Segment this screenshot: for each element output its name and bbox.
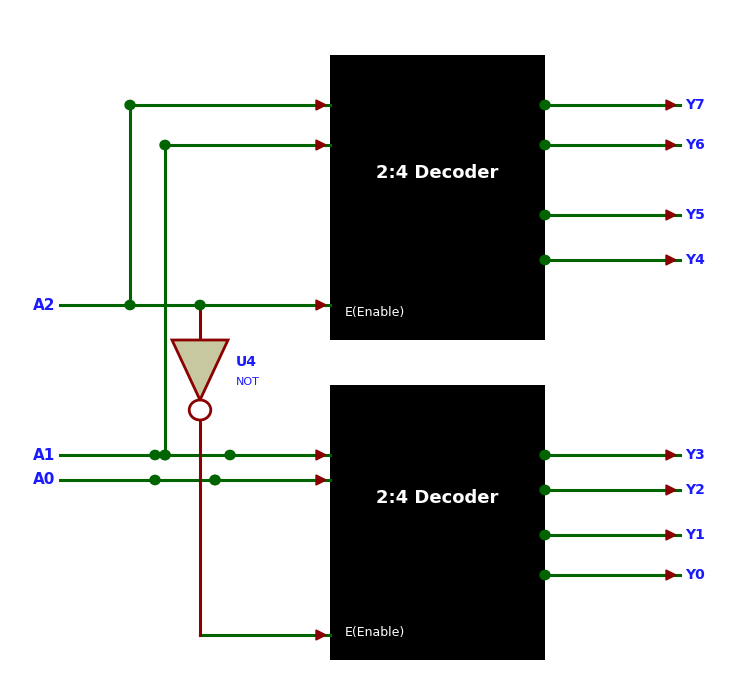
Polygon shape [666, 210, 676, 220]
Polygon shape [666, 485, 676, 495]
Circle shape [210, 475, 220, 484]
Polygon shape [316, 450, 326, 460]
Circle shape [189, 400, 211, 420]
Text: E(Enable): E(Enable) [345, 306, 405, 319]
Circle shape [125, 100, 135, 110]
Polygon shape [316, 140, 326, 150]
Circle shape [540, 570, 550, 580]
Circle shape [210, 475, 220, 484]
Polygon shape [666, 100, 676, 110]
Polygon shape [316, 630, 326, 640]
Circle shape [160, 141, 170, 150]
Circle shape [540, 210, 550, 220]
Text: Y4: Y4 [685, 253, 705, 267]
Polygon shape [666, 570, 676, 580]
Text: Y2: Y2 [685, 483, 705, 497]
Text: NOT: NOT [236, 377, 260, 387]
Circle shape [540, 255, 550, 264]
Text: A2: A2 [32, 297, 55, 313]
Circle shape [195, 301, 205, 310]
Polygon shape [666, 530, 676, 540]
Circle shape [160, 450, 170, 459]
Text: Y3: Y3 [685, 448, 705, 462]
Polygon shape [172, 340, 228, 400]
Circle shape [150, 475, 160, 484]
Text: Y6: Y6 [685, 138, 705, 152]
Text: E(Enable): E(Enable) [345, 626, 405, 639]
Polygon shape [666, 140, 676, 150]
Polygon shape [666, 255, 676, 265]
Polygon shape [316, 475, 326, 485]
Text: 2:4 Decoder: 2:4 Decoder [376, 164, 499, 182]
Text: A0: A0 [33, 473, 55, 487]
Polygon shape [316, 100, 326, 110]
Text: A1: A1 [33, 448, 55, 463]
Polygon shape [666, 450, 676, 460]
Circle shape [150, 450, 160, 459]
Circle shape [125, 301, 135, 310]
Circle shape [540, 450, 550, 459]
Circle shape [540, 141, 550, 150]
Text: 2:4 Decoder: 2:4 Decoder [376, 489, 499, 507]
Text: U4: U4 [236, 355, 257, 369]
Bar [330, 385, 545, 660]
Text: Y5: Y5 [685, 208, 705, 222]
Polygon shape [316, 300, 326, 310]
Text: Y0: Y0 [685, 568, 705, 582]
Circle shape [540, 530, 550, 539]
Text: Y1: Y1 [685, 528, 705, 542]
Circle shape [160, 450, 170, 459]
Circle shape [225, 450, 235, 459]
Bar [330, 55, 545, 340]
Circle shape [540, 485, 550, 495]
Circle shape [540, 100, 550, 110]
Text: Y7: Y7 [685, 98, 705, 112]
